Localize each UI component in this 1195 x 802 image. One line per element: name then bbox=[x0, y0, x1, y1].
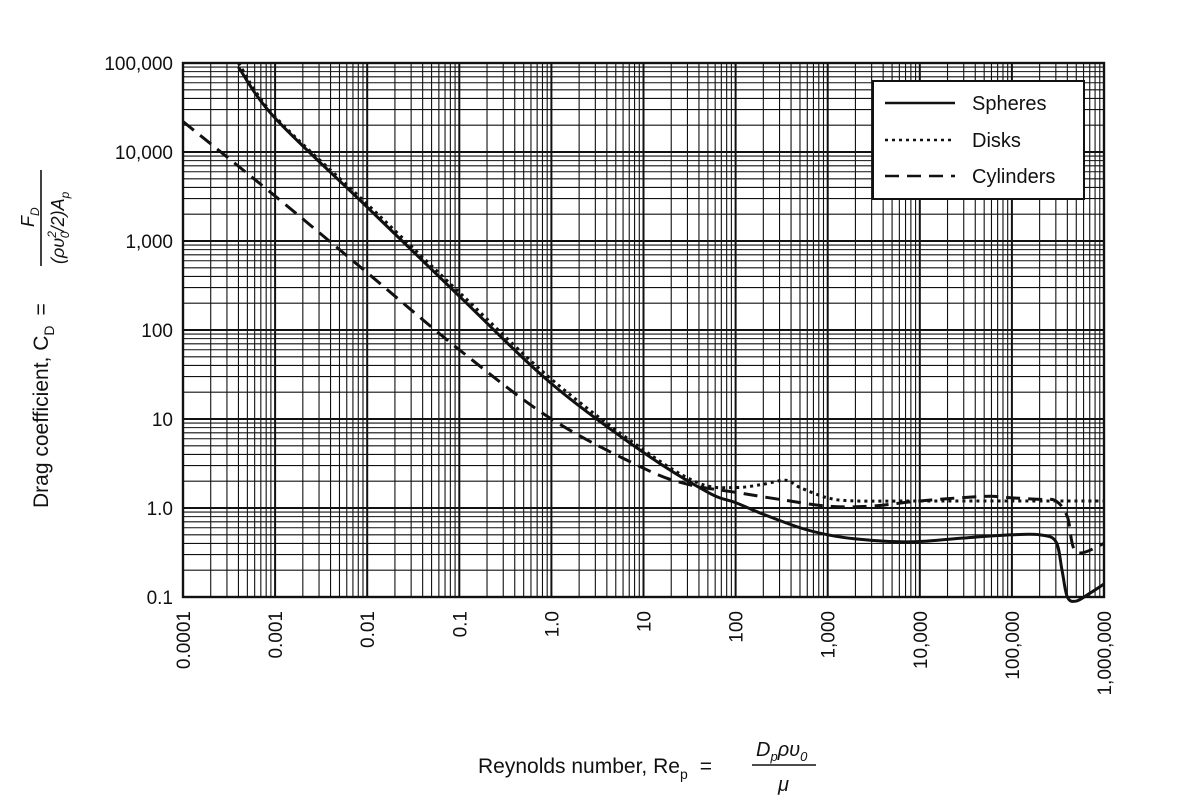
y-tick-label: 10,000 bbox=[115, 143, 173, 164]
x-frac-num-rest: ρυ bbox=[777, 739, 800, 761]
y-frac-den-sub: 0 bbox=[58, 231, 72, 238]
plot-frame bbox=[181, 61, 1106, 599]
y-frac-den-rest: /2)A bbox=[48, 198, 68, 233]
y-tick-label: 100,000 bbox=[104, 54, 173, 75]
x-axis-ticks: 0.0001 0.001 0.01 0.1 1.0 10 100 1,000 10,000 100… bbox=[174, 611, 1116, 696]
y-axis-label-text: Drag coefficient, C bbox=[30, 336, 53, 508]
y-frac-den-sup: 2 bbox=[45, 231, 59, 239]
x-axis-label-sub: p bbox=[680, 766, 688, 782]
x-tick-label: 100 bbox=[727, 611, 748, 643]
plot-area bbox=[181, 61, 1106, 599]
series-line-spheres bbox=[237, 66, 1105, 603]
x-tick-label: 1,000,000 bbox=[1095, 611, 1116, 696]
x-axis-label-eq: = bbox=[700, 755, 712, 778]
x-frac-num-sub: p bbox=[769, 749, 777, 764]
y-tick-label: 1.0 bbox=[147, 499, 173, 520]
y-tick-label: 1,000 bbox=[125, 232, 173, 253]
y-frac-num: F bbox=[18, 215, 38, 227]
y-axis-label-sub: D bbox=[41, 326, 57, 336]
x-tick-label: 0.0001 bbox=[174, 611, 195, 669]
x-tick-label: 0.01 bbox=[358, 611, 379, 648]
x-tick-label: 1,000 bbox=[819, 611, 840, 659]
x-frac-num-sub2: 0 bbox=[800, 749, 808, 764]
svg-text:Dpρυ0: Dpρυ0 bbox=[756, 739, 808, 764]
legend-label-spheres: Spheres bbox=[972, 93, 1047, 115]
y-frac-den-sub2: p bbox=[58, 191, 72, 199]
x-tick-label: 10,000 bbox=[911, 611, 932, 669]
y-frac-num-sub: D bbox=[28, 207, 42, 216]
legend-label-cylinders: Cylinders bbox=[972, 166, 1055, 188]
x-tick-label: 0.1 bbox=[450, 611, 471, 637]
x-tick-label: 0.001 bbox=[266, 611, 287, 659]
y-axis-label-eq: = bbox=[30, 303, 53, 315]
svg-text:Drag coefficient, CD=: Drag coefficient, CD = bbox=[30, 303, 57, 508]
y-axis-label: Drag coefficient, CD= FD (ρυ20/2)Ap bbox=[18, 170, 72, 508]
svg-text:(ρυ20/2)Ap: (ρυ20/2)Ap bbox=[45, 191, 72, 264]
y-tick-label: 10 bbox=[152, 410, 173, 431]
svg-text:Reynolds number, Rep=: Reynolds number, Rep = bbox=[478, 755, 712, 782]
x-axis-label-text: Reynolds number, Re bbox=[478, 755, 680, 778]
x-tick-label: 1.0 bbox=[542, 611, 563, 637]
x-axis-label: Reynolds number, Rep = Dpρυ0 μ bbox=[478, 739, 816, 796]
x-tick-label: 100,000 bbox=[1003, 611, 1024, 680]
y-axis-ticks: 0.1 1.0 10 100 1,000 10,000 100,000 bbox=[104, 54, 173, 609]
x-tick-label: 10 bbox=[635, 611, 656, 632]
y-frac-den: (ρυ bbox=[48, 238, 68, 264]
series-lines bbox=[182, 62, 1105, 603]
y-tick-label: 0.1 bbox=[147, 588, 173, 609]
svg-text:FD: FD bbox=[18, 207, 42, 227]
x-frac-num: D bbox=[756, 739, 770, 761]
x-frac-den: μ bbox=[777, 774, 789, 796]
series-line-cylinders bbox=[182, 120, 1105, 555]
legend: Spheres Disks Cylinders bbox=[872, 80, 1085, 200]
y-tick-label: 100 bbox=[141, 321, 173, 342]
legend-label-disks: Disks bbox=[972, 130, 1021, 152]
